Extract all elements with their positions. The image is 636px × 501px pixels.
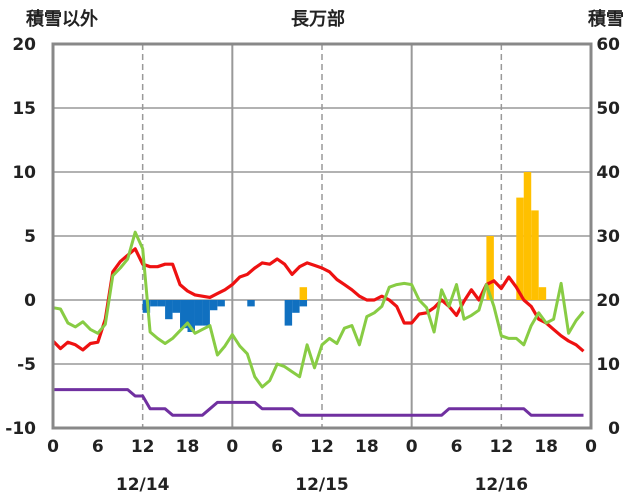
- x-tick-label: 0: [226, 437, 238, 457]
- blue_bar-bar: [299, 300, 308, 307]
- date-label: 12/15: [295, 475, 349, 495]
- left-tick-label: -5: [17, 355, 36, 375]
- x-tick-label: 6: [92, 437, 104, 457]
- x-tick-label: 12: [131, 437, 155, 457]
- left-tick-label: -10: [5, 419, 36, 439]
- bars: [142, 172, 547, 332]
- x-tick-label: 6: [451, 437, 463, 457]
- blue_bar-bar: [172, 300, 181, 313]
- right-tick-label: 0: [608, 419, 620, 439]
- left-tick-label: 15: [12, 99, 36, 119]
- orange_bar-bar: [516, 197, 524, 300]
- blue_bar-bar: [217, 300, 225, 307]
- blue_bar-bar: [165, 300, 173, 320]
- x-tick-label: 0: [406, 437, 418, 457]
- right-tick-label: 60: [596, 35, 620, 55]
- plot-frame: [51, 42, 593, 430]
- green-series-line: [52, 230, 585, 389]
- x-tick-label: 18: [534, 437, 558, 457]
- x-tick-label: 12: [489, 437, 513, 457]
- left-axis-label: 積雪以外: [25, 8, 98, 30]
- left-tick-label: 0: [24, 291, 36, 311]
- chart-title: 長万部: [291, 8, 345, 30]
- blue_bar-bar: [150, 300, 158, 307]
- blue_bar-bar: [284, 300, 293, 326]
- right-tick-label: 50: [596, 99, 620, 119]
- orange_bar-bar: [531, 210, 539, 300]
- purple-series-line: [53, 388, 584, 417]
- left-tick-label: 5: [24, 227, 36, 247]
- right-axis-label: 積雪: [587, 8, 624, 30]
- blue_bar-bar: [180, 300, 188, 329]
- blue_bar-bar: [247, 300, 255, 307]
- lines: [51, 230, 585, 417]
- date-label: 12/14: [116, 475, 170, 495]
- x-tick-label: 12: [310, 437, 334, 457]
- right-tick-label: 10: [596, 355, 620, 375]
- red-series-line: [51, 247, 585, 353]
- orange_bar-bar: [299, 287, 308, 300]
- right-tick-label: 30: [596, 227, 620, 247]
- blue_bar-bar: [209, 300, 218, 311]
- right-tick-label: 20: [596, 291, 620, 311]
- x-tick-label: 18: [355, 437, 379, 457]
- x-tick-label: 0: [585, 437, 597, 457]
- blue_bar-bar: [157, 300, 166, 307]
- blue_bar-bar: [292, 300, 300, 313]
- orange_bar-bar: [486, 236, 494, 300]
- blue_bar-bar: [187, 300, 195, 332]
- orange_bar-bar: [538, 287, 547, 300]
- x-tick-label: 18: [176, 437, 200, 457]
- left-tick-label: 20: [12, 35, 36, 55]
- left-tick-label: 10: [12, 163, 36, 183]
- orange_bar-bar: [523, 172, 532, 300]
- blue_bar-bar: [194, 300, 203, 326]
- date-label: 12/16: [475, 475, 529, 495]
- blue_bar-bar: [202, 300, 210, 326]
- right-tick-label: 40: [596, 163, 620, 183]
- x-tick-label: 6: [271, 437, 283, 457]
- x-tick-label: 0: [47, 437, 59, 457]
